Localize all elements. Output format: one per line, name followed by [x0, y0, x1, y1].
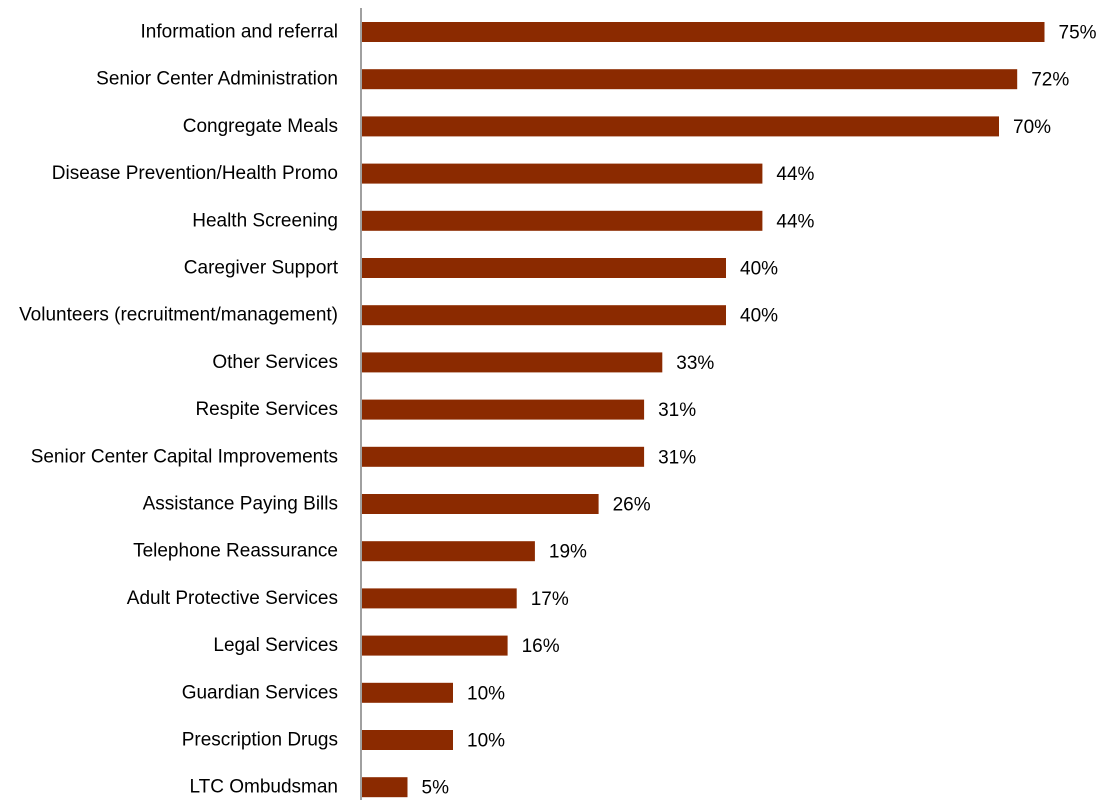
category-label: Legal Services [213, 635, 338, 656]
bar [362, 305, 726, 326]
bar [362, 730, 453, 750]
value-label: 40% [740, 306, 778, 327]
value-label: 19% [549, 542, 587, 563]
category-label: LTC Ombudsman [189, 777, 338, 798]
value-label: 10% [467, 683, 505, 704]
value-label: 31% [658, 400, 696, 421]
value-label: 44% [776, 164, 814, 185]
value-label: 40% [740, 259, 778, 280]
category-label: Disease Prevention/Health Promo [52, 163, 338, 184]
value-label: 72% [1031, 70, 1069, 91]
value-label: 5% [422, 778, 450, 799]
category-label: Adult Protective Services [127, 588, 338, 609]
category-label: Senior Center Administration [96, 69, 338, 90]
category-label: Telephone Reassurance [133, 541, 338, 562]
value-label: 16% [522, 636, 560, 657]
category-label: Other Services [212, 352, 338, 373]
category-label: Health Screening [192, 210, 338, 231]
bar [362, 163, 763, 184]
value-label: 33% [676, 353, 714, 374]
bar [362, 588, 517, 609]
category-label: Prescription Drugs [182, 730, 338, 751]
bar [362, 258, 726, 278]
category-label: Volunteers (recruitment/management) [19, 305, 338, 326]
value-label: 17% [531, 589, 569, 610]
category-label: Senior Center Capital Improvements [31, 446, 338, 467]
bar [362, 635, 508, 656]
value-label: 26% [613, 495, 651, 516]
category-label: Respite Services [195, 399, 338, 420]
category-label: Congregate Meals [183, 116, 338, 137]
value-label: 31% [658, 447, 696, 468]
bar [362, 210, 763, 231]
bar [362, 682, 453, 703]
value-label: 75% [1059, 23, 1097, 44]
bar [362, 352, 663, 373]
bar [362, 22, 1045, 42]
bar [362, 69, 1018, 90]
value-label: 10% [467, 731, 505, 752]
bar [362, 116, 999, 137]
bar [362, 494, 599, 514]
value-label: 44% [776, 211, 814, 232]
category-label: Information and referral [141, 22, 339, 43]
category-label: Caregiver Support [184, 258, 339, 279]
bar [362, 777, 408, 798]
bar [362, 399, 645, 420]
value-label: 70% [1013, 117, 1051, 138]
category-label: Assistance Paying Bills [143, 494, 338, 515]
bar [362, 541, 535, 562]
category-label: Guardian Services [182, 682, 338, 703]
bar [362, 446, 645, 467]
